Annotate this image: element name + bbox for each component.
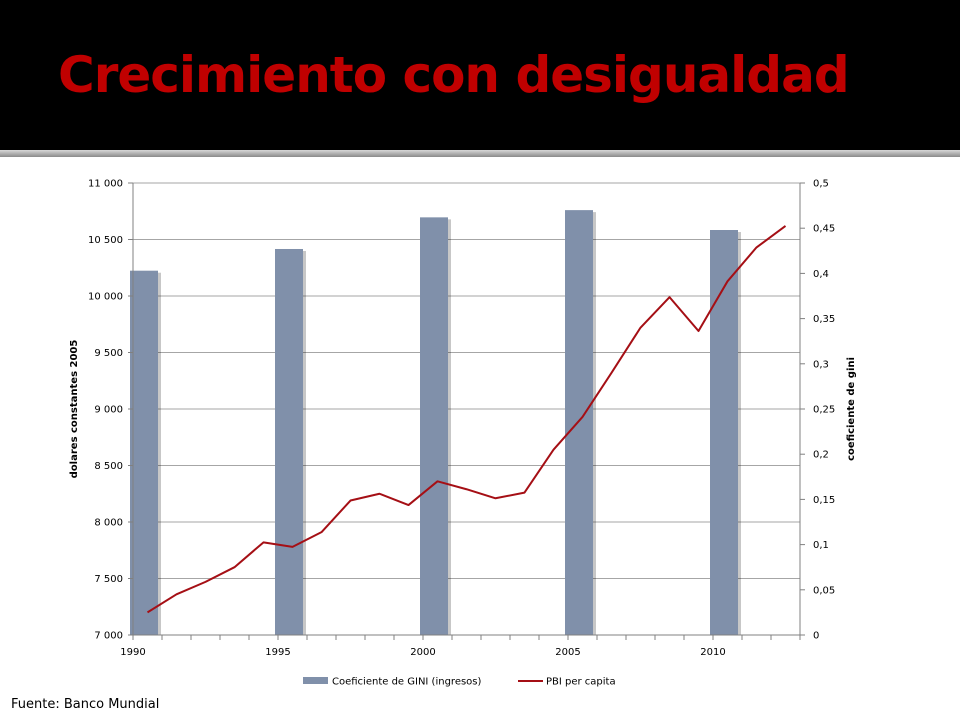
y-left-tick-label: 10 500	[88, 235, 123, 246]
y-left-tick-label: 9 000	[94, 405, 123, 416]
title-divider	[0, 150, 960, 157]
line-series	[146, 225, 787, 614]
legend-label-bar: Coeficiente de GINI (ingresos)	[332, 677, 482, 688]
y-right-tick-label: 0,1	[813, 540, 829, 551]
y-left-axis-title: dolares constantes 2005	[69, 340, 80, 479]
y-left-tick-label: 10 000	[88, 292, 123, 303]
y-left-tick-label: 7 500	[94, 574, 123, 585]
x-tick-label: 1990	[120, 647, 145, 658]
bar	[130, 270, 158, 635]
y-left-tick-label: 8 500	[94, 461, 123, 472]
legend-label-line: PBI per capita	[546, 677, 616, 688]
y-right-tick-label: 0,5	[813, 179, 829, 190]
bar	[275, 248, 303, 635]
y-right-tick-label: 0,05	[813, 585, 835, 596]
bar	[565, 210, 593, 635]
y-right-tick-label: 0	[813, 631, 819, 642]
y-right-tick-label: 0,3	[813, 359, 829, 370]
x-tick-label: 2000	[410, 647, 435, 658]
bar	[710, 230, 738, 635]
y-right-tick-label: 0,45	[813, 224, 835, 235]
x-tick-label: 2005	[555, 647, 580, 658]
y-right-tick-label: 0,15	[813, 495, 835, 506]
y-left-tick-label: 9 500	[94, 348, 123, 359]
slide-title: Crecimiento con desigualdad	[58, 46, 850, 104]
x-tick-label: 2010	[700, 647, 725, 658]
y-right-tick-label: 0,4	[813, 269, 829, 280]
chart: 7 000 7 500 8 000 8 500 9 000 9 500 10 000 10 5…	[69, 179, 857, 688]
bar	[420, 217, 448, 636]
y-left-tick-label: 11 000	[88, 179, 123, 190]
x-tick-label: 1995	[265, 647, 290, 658]
legend-swatch-bar	[303, 677, 328, 684]
title-band: Crecimiento con desigualdad	[0, 0, 960, 150]
y-right-tick-label: 0,35	[813, 314, 835, 325]
y-right-tick-label: 0,25	[813, 405, 835, 416]
source-note: Fuente: Banco Mundial	[11, 697, 160, 712]
y-right-tick-label: 0,2	[813, 450, 829, 461]
y-left-tick-label: 8 000	[94, 518, 123, 529]
y-right-axis-title: coeficiente de gini	[846, 357, 857, 461]
y-left-tick-label: 7 000	[94, 631, 123, 642]
